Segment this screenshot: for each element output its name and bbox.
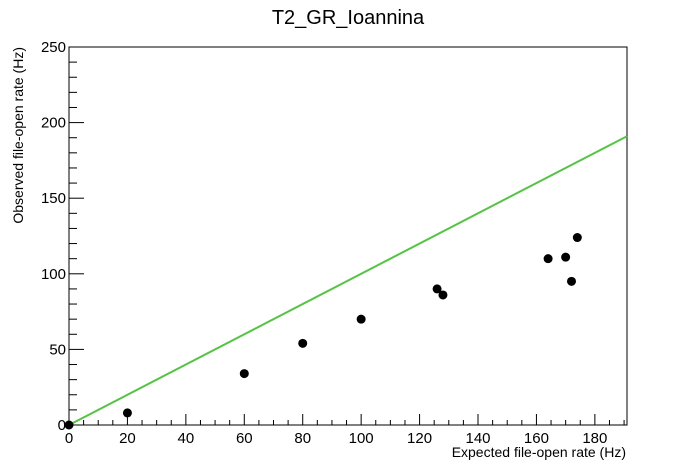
x-tick-label: 160: [524, 430, 549, 447]
data-point: [432, 284, 442, 294]
data-point: [543, 254, 553, 264]
y-axis-label: Observed file-open rate (Hz): [10, 47, 26, 224]
reference-line-group: [68, 135, 628, 426]
x-tick-label: 180: [582, 430, 607, 447]
y-tick-label: 50: [49, 341, 66, 358]
x-tick-label: 60: [236, 430, 253, 447]
y-axis: 0 50 100 150 200 250: [41, 39, 84, 434]
chart-title: T2_GR_Ioannina: [272, 7, 425, 29]
plot-frame: [68, 46, 628, 426]
x-tick-label: 100: [349, 430, 374, 447]
x-axis-label: Expected file-open rate (Hz): [452, 444, 626, 460]
y-tick-label: 200: [41, 115, 66, 132]
x-tick-label: 120: [407, 430, 432, 447]
x-tick-label: 140: [465, 430, 490, 447]
reference-line: [68, 135, 628, 426]
data-points: [64, 233, 582, 430]
x-tick-label: 40: [178, 430, 195, 447]
data-point: [239, 369, 249, 379]
data-point: [572, 233, 582, 243]
x-tick-label: 80: [294, 430, 311, 447]
y-tick-label: 100: [41, 266, 66, 283]
data-point: [561, 252, 571, 262]
data-point: [356, 314, 366, 324]
y-tick-label: 0: [58, 417, 66, 434]
data-point: [298, 338, 308, 348]
x-tick-label: 20: [119, 430, 136, 447]
data-point: [566, 276, 576, 286]
data-point: [64, 420, 74, 430]
x-tick-label: 0: [65, 430, 73, 447]
y-tick-label: 250: [41, 39, 66, 56]
data-point: [122, 408, 132, 418]
y-tick-label: 150: [41, 190, 66, 207]
x-axis: 0 20 40 60 80 100 120 140 160 180: [65, 414, 625, 447]
plot-border: [68, 46, 628, 426]
data-point: [438, 290, 448, 300]
